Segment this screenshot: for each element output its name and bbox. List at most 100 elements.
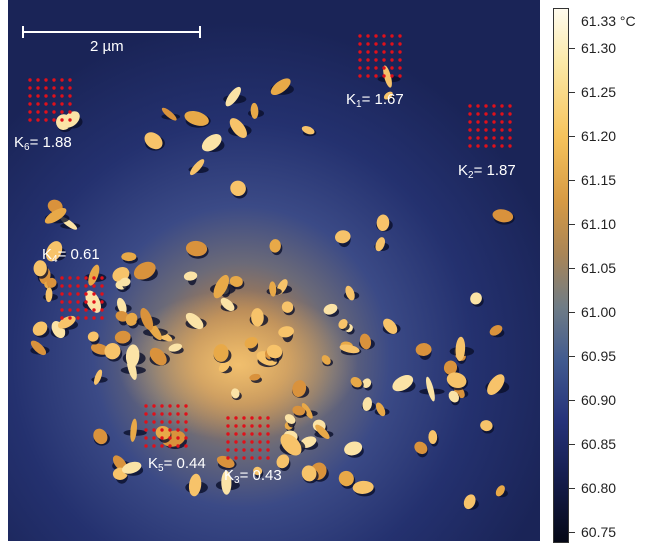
particle (125, 312, 138, 326)
measurement-dot (398, 42, 402, 46)
thermal-map-image (8, 0, 540, 541)
particle (487, 374, 505, 396)
measurement-dot (184, 412, 188, 416)
measurement-dot (92, 308, 96, 312)
measurement-dot (168, 436, 172, 440)
colorbar-tick-label: 61.10 (581, 216, 617, 232)
measurement-dot (36, 78, 40, 82)
measurement-dot (234, 424, 238, 428)
particle (90, 343, 109, 355)
measurement-dot (76, 308, 80, 312)
measurement-dot (242, 456, 246, 460)
measurement-dot (100, 284, 104, 288)
measurement-dot (92, 276, 96, 280)
measurement-dot (500, 120, 504, 124)
particle (216, 455, 235, 468)
particle (119, 277, 131, 287)
particle (88, 264, 100, 286)
measurement-dot (508, 128, 512, 132)
measurement-dot (36, 86, 40, 90)
measurement-dot (168, 404, 172, 408)
particle (301, 465, 317, 482)
measurement-dot (84, 300, 88, 304)
measurement-dot (508, 120, 512, 124)
measurement-dot (100, 276, 104, 280)
marker-label-k6: K6= 1.88 (14, 134, 72, 153)
particle (376, 214, 390, 232)
measurement-dot (52, 86, 56, 90)
particle (284, 414, 296, 424)
colorbar-tick-label: 61.15 (581, 172, 617, 188)
measurement-dot (160, 436, 164, 440)
measurement-dot (100, 308, 104, 312)
measurement-dot (242, 440, 246, 444)
measurement-dot (508, 136, 512, 140)
measurement-dot (28, 110, 32, 114)
measurement-dot (500, 136, 504, 140)
measurement-dot (160, 412, 164, 416)
particle (339, 344, 360, 354)
particle (345, 285, 355, 301)
colorbar-tick-label: 60.85 (581, 436, 617, 452)
particle (229, 275, 243, 287)
particle (115, 310, 129, 322)
measurement-dot (258, 440, 262, 444)
measurement-dot (266, 456, 270, 460)
measurement-dot (68, 292, 72, 296)
colorbar-tick (569, 400, 575, 401)
measurement-dot (184, 404, 188, 408)
particle (32, 321, 48, 336)
thermal-afm-map: 2 µm K1= 1.67 K2= 1.87 K3= 0.43 K4= 0.61… (8, 0, 540, 541)
measurement-dot (382, 34, 386, 38)
measurement-dot (508, 144, 512, 148)
measurement-grid-k6 (28, 78, 72, 122)
measurement-grid-k5 (144, 404, 188, 448)
measurement-dot (500, 104, 504, 108)
particle (45, 241, 63, 262)
measurement-dot (226, 440, 230, 444)
particle (125, 344, 140, 368)
measurement-dot (184, 420, 188, 424)
measurement-dot (100, 292, 104, 296)
measurement-dot (242, 416, 246, 420)
measurement-dot (358, 34, 362, 38)
colorbar-tick (569, 48, 575, 49)
particle (383, 65, 392, 88)
measurement-dot (92, 292, 96, 296)
measurement-dot (68, 94, 72, 98)
measurement-dot (398, 50, 402, 54)
measurement-dot (152, 420, 156, 424)
particle (161, 107, 177, 121)
measurement-dot (84, 284, 88, 288)
measurement-dot (160, 444, 164, 448)
measurement-dot (68, 300, 72, 304)
particle (213, 344, 229, 362)
measurement-dot (390, 34, 394, 38)
scale-bar-label: 2 µm (90, 38, 124, 55)
particle (117, 297, 127, 314)
measurement-dot (500, 128, 504, 132)
colorbar-tick-label: 60.95 (581, 348, 617, 364)
scale-bar (22, 26, 201, 38)
measurement-dot (144, 420, 148, 424)
measurement-dot (144, 444, 148, 448)
particle (392, 375, 414, 392)
measurement-dot (468, 112, 472, 116)
particle (185, 312, 204, 330)
measurement-dot (234, 456, 238, 460)
particle (321, 355, 331, 365)
particle (335, 230, 351, 244)
measurement-dot (258, 456, 262, 460)
particle (463, 494, 476, 510)
measurement-dot (226, 416, 230, 420)
measurement-dot (68, 308, 72, 312)
colorbar-tick (569, 180, 575, 181)
measurement-dot (250, 456, 254, 460)
marker-label-k4: K4= 0.61 (42, 246, 100, 265)
measurement-dot (68, 110, 72, 114)
measurement-dot (382, 66, 386, 70)
particle (220, 297, 235, 312)
measurement-dot (234, 432, 238, 436)
particle (93, 428, 108, 445)
particle (114, 330, 131, 344)
